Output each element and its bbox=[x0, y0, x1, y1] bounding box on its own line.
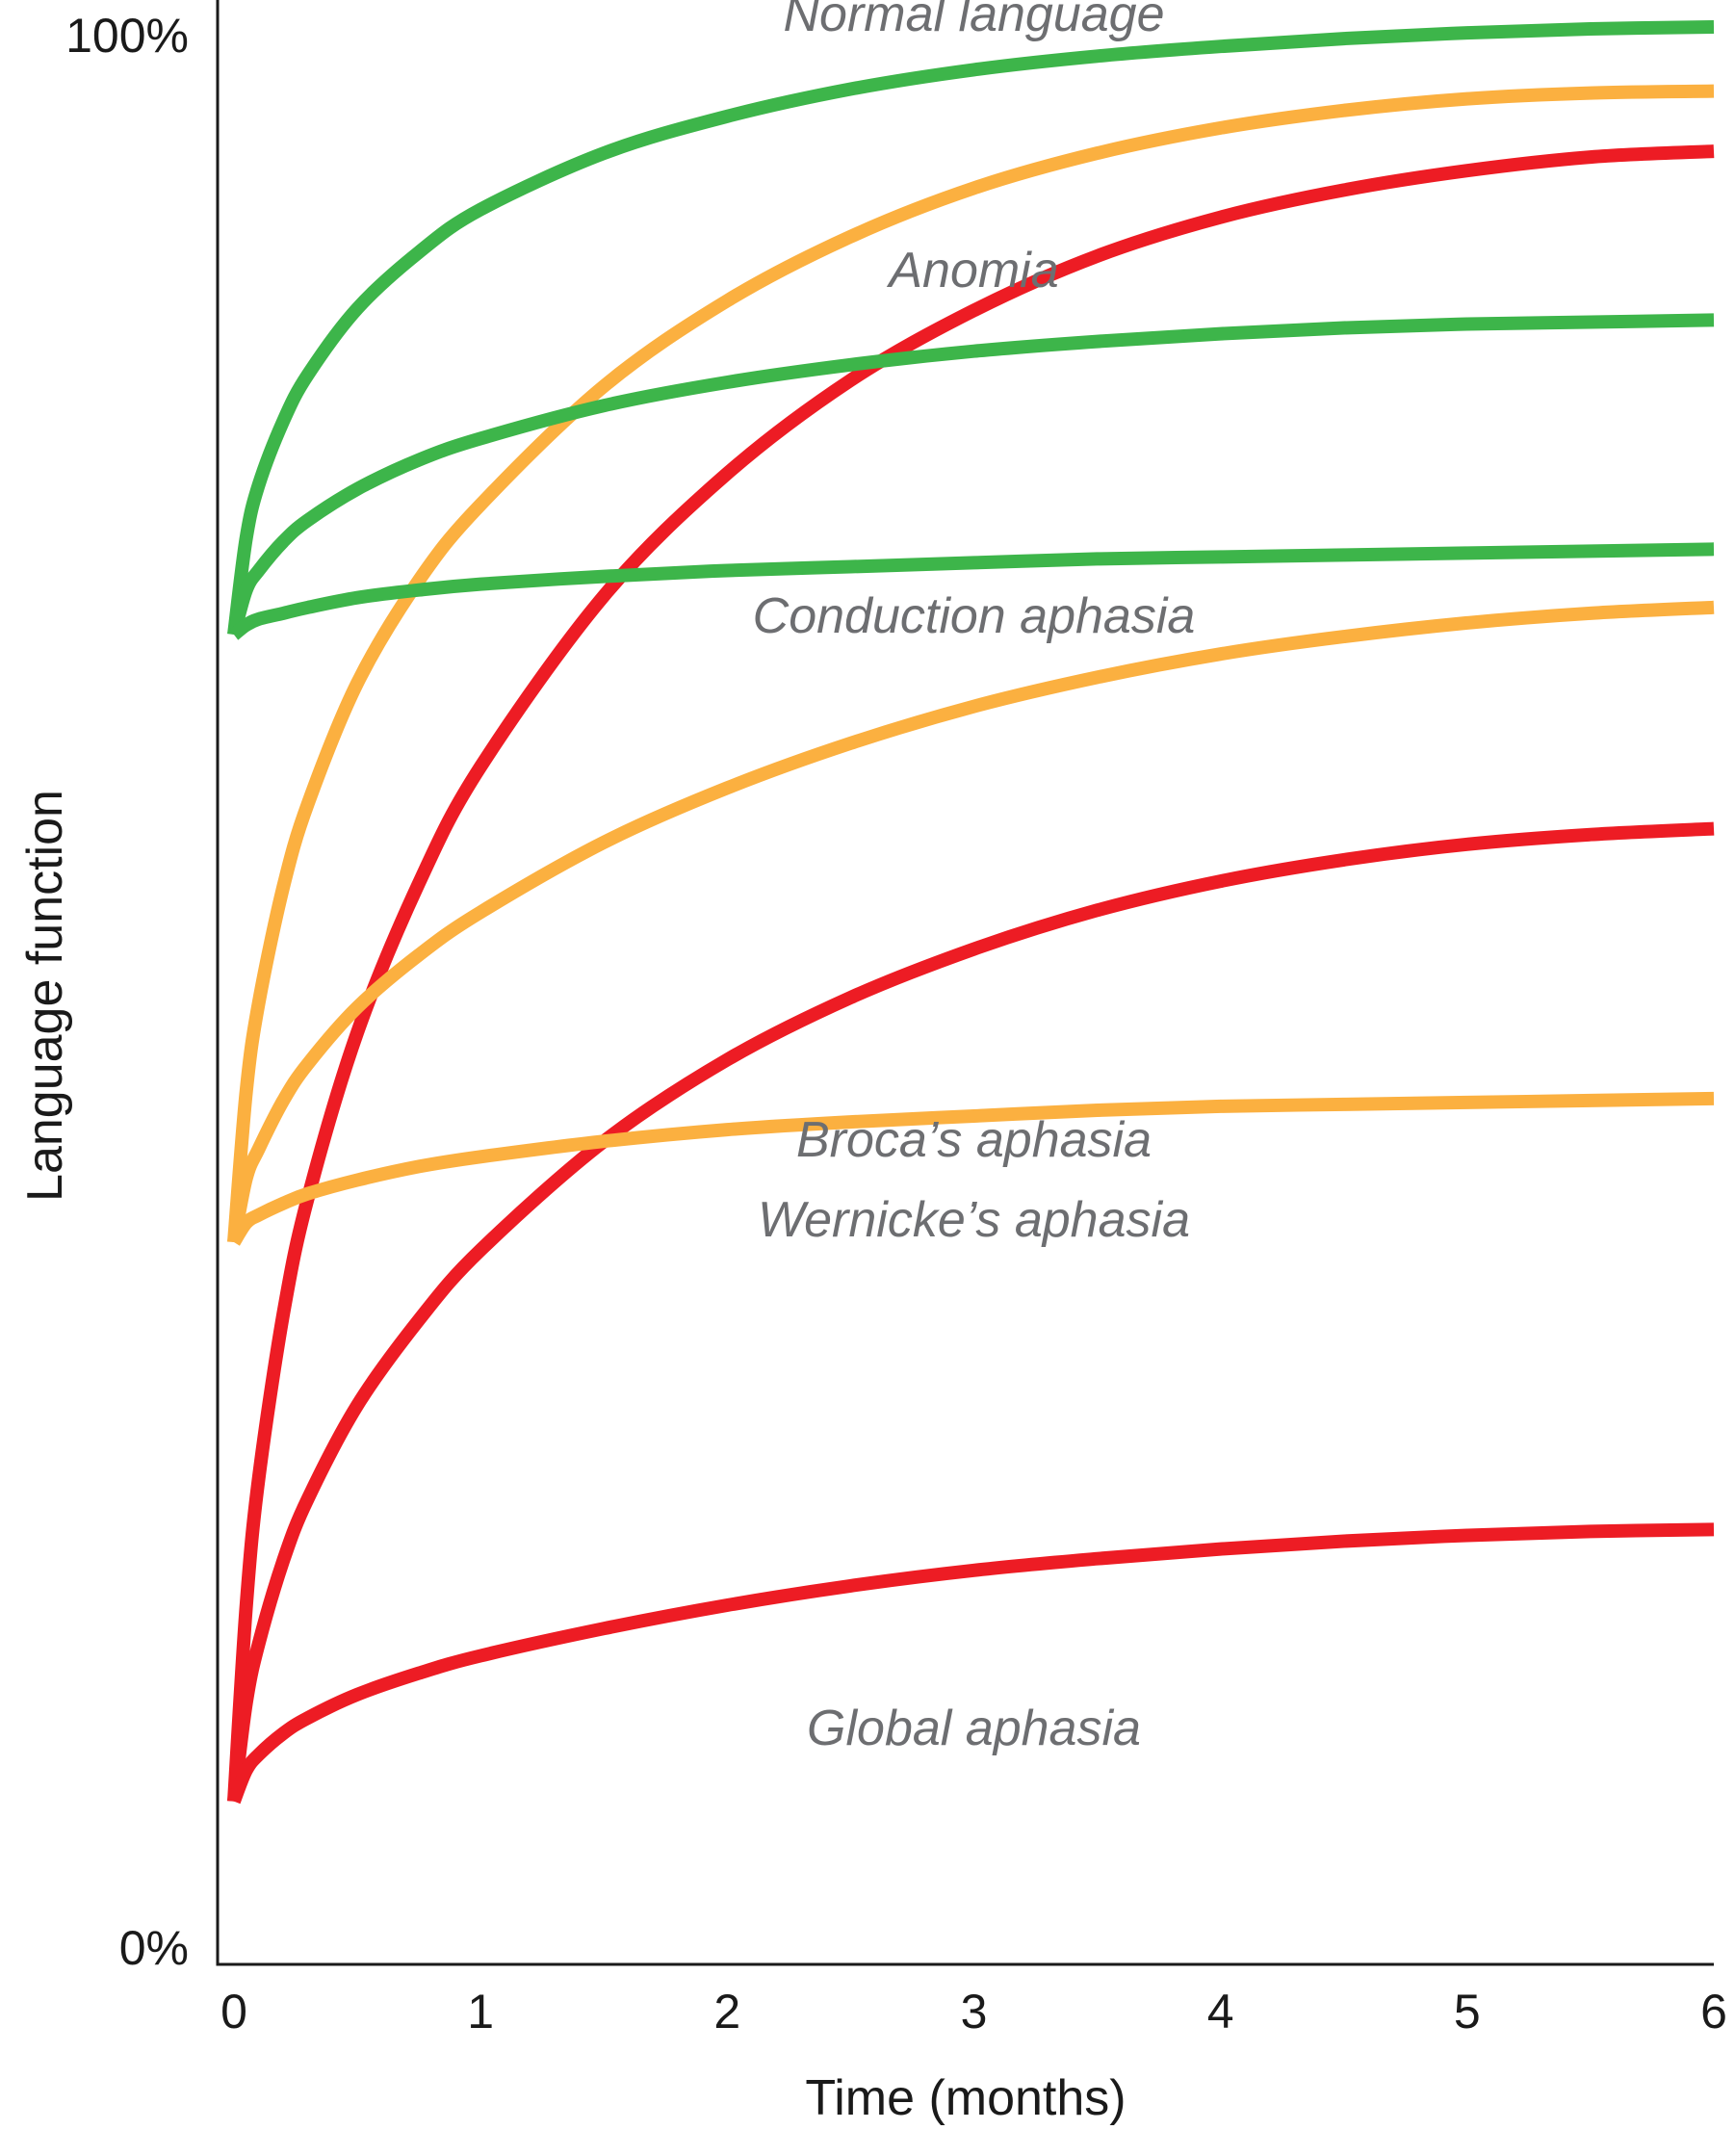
series-9-red-line bbox=[227, 1522, 1715, 1805]
annotation-label: Broca’s aphasia bbox=[796, 1112, 1152, 1168]
series-3-green-line bbox=[229, 542, 1715, 640]
x-tick-label: 6 bbox=[1700, 1985, 1727, 2039]
x-tick-label: 3 bbox=[961, 1985, 988, 2039]
x-tick-label: 4 bbox=[1207, 1985, 1234, 2039]
series-5-orange-line bbox=[227, 600, 1715, 1244]
y-tick-label: 0% bbox=[119, 1921, 189, 1975]
x-tick-label: 1 bbox=[467, 1985, 494, 2039]
x-axis-label: Time (months) bbox=[805, 2070, 1126, 2126]
y-tick-label: 100% bbox=[65, 9, 189, 63]
series-4-orange-line bbox=[227, 84, 1715, 1243]
series-7-red-line bbox=[227, 144, 1715, 1803]
ticks-layer: 0 1 2 3 4 5 6 0% 100% bbox=[65, 9, 1727, 2039]
annotation-label: Conduction aphasia bbox=[753, 588, 1196, 644]
series-1-green-line bbox=[227, 20, 1715, 636]
x-tick-label: 5 bbox=[1454, 1985, 1481, 2039]
series-8-red-line bbox=[227, 821, 1715, 1803]
annotation-label: Normal language bbox=[783, 0, 1164, 42]
series-6-orange-line bbox=[228, 1091, 1715, 1246]
annotation-label: Global aphasia bbox=[807, 1701, 1141, 1756]
curves-layer bbox=[227, 20, 1715, 1805]
annotation-label: Wernicke’s aphasia bbox=[758, 1192, 1190, 1248]
y-axis-label: Language function bbox=[17, 790, 73, 1202]
x-tick-label: 0 bbox=[220, 1985, 247, 2039]
series-2-green-line bbox=[227, 313, 1715, 636]
x-tick-label: 2 bbox=[713, 1985, 740, 2039]
annotations-layer: Normal language Anomia Conduction aphasia B… bbox=[753, 0, 1196, 1756]
axes-lines bbox=[216, 0, 1714, 1966]
annotation-label: Anomia bbox=[886, 243, 1058, 299]
